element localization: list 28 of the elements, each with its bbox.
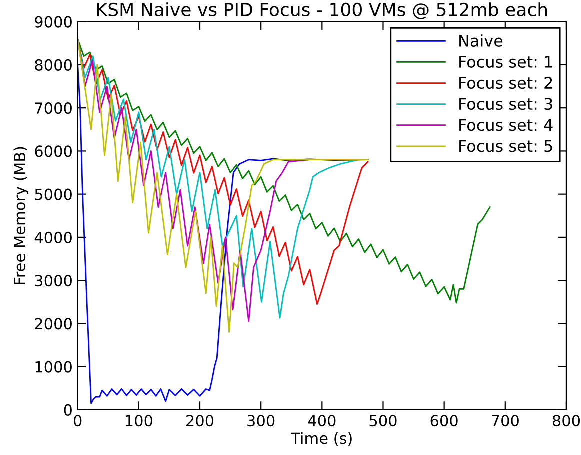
x-tick-label: 500 <box>370 415 397 427</box>
y-tick-label: 2000 <box>35 318 72 330</box>
x-tick-label: 100 <box>126 415 152 427</box>
y-tick-label: 5000 <box>35 188 72 200</box>
legend-label: Focus set: 2 <box>460 76 552 90</box>
y-tick-label: 3000 <box>35 275 72 287</box>
y-tick-label: 1000 <box>36 361 72 373</box>
y-tick-label: 4000 <box>34 232 72 244</box>
y-tick-label: 8000 <box>35 59 72 71</box>
chart-title: KSM Naive vs PID Focus - 100 VMs @ 512mb each <box>98 2 548 20</box>
y-axis-title: Free Memory (MB) <box>14 147 29 284</box>
legend-label: Focus set: 3 <box>460 98 552 110</box>
x-tick-label: 800 <box>552 415 580 427</box>
x-tick-label: 400 <box>308 415 336 427</box>
legend-label: Naive <box>460 34 503 47</box>
legend-label: Focus set: 4 <box>460 119 553 132</box>
y-tick-label: 0 <box>64 404 72 416</box>
x-tick-label: 600 <box>430 415 458 427</box>
legend-label: Focus set: 5 <box>460 140 552 152</box>
y-tick-label: 7000 <box>35 102 72 114</box>
x-tick-label: 700 <box>492 415 519 427</box>
x-tick-label: 300 <box>248 415 275 427</box>
x-tick-label: 0 <box>74 415 82 427</box>
x-tick-label: 200 <box>186 415 214 427</box>
x-axis-title: Time (s) <box>291 432 352 446</box>
y-tick-label: 9000 <box>35 16 72 28</box>
legend-label: Focus set: 1 <box>460 56 552 68</box>
y-tick-label: 6000 <box>35 146 72 158</box>
